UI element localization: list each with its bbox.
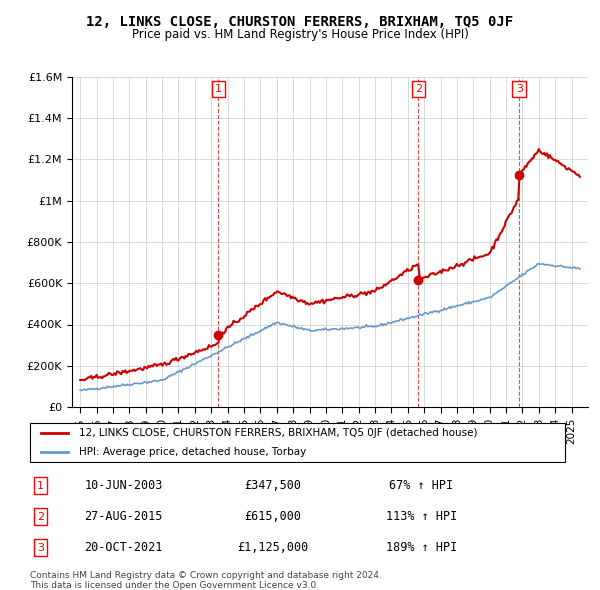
Text: 1: 1 <box>37 480 44 490</box>
Text: 27-AUG-2015: 27-AUG-2015 <box>84 510 163 523</box>
Text: 12, LINKS CLOSE, CHURSTON FERRERS, BRIXHAM, TQ5 0JF (detached house): 12, LINKS CLOSE, CHURSTON FERRERS, BRIXH… <box>79 428 478 438</box>
Text: 189% ↑ HPI: 189% ↑ HPI <box>386 541 457 554</box>
Text: £347,500: £347,500 <box>244 479 301 492</box>
Text: 2: 2 <box>415 84 422 94</box>
Text: Contains HM Land Registry data © Crown copyright and database right 2024.: Contains HM Land Registry data © Crown c… <box>30 571 382 580</box>
Text: This data is licensed under the Open Government Licence v3.0.: This data is licensed under the Open Gov… <box>30 581 319 589</box>
Text: HPI: Average price, detached house, Torbay: HPI: Average price, detached house, Torb… <box>79 447 307 457</box>
Text: Price paid vs. HM Land Registry's House Price Index (HPI): Price paid vs. HM Land Registry's House … <box>131 28 469 41</box>
Text: £1,125,000: £1,125,000 <box>237 541 308 554</box>
Text: 3: 3 <box>516 84 523 94</box>
Text: 113% ↑ HPI: 113% ↑ HPI <box>386 510 457 523</box>
Text: 67% ↑ HPI: 67% ↑ HPI <box>389 479 454 492</box>
Text: £615,000: £615,000 <box>244 510 301 523</box>
Text: 2: 2 <box>37 512 44 522</box>
Text: 10-JUN-2003: 10-JUN-2003 <box>84 479 163 492</box>
Text: 1: 1 <box>215 84 222 94</box>
Text: 12, LINKS CLOSE, CHURSTON FERRERS, BRIXHAM, TQ5 0JF: 12, LINKS CLOSE, CHURSTON FERRERS, BRIXH… <box>86 15 514 29</box>
Text: 20-OCT-2021: 20-OCT-2021 <box>84 541 163 554</box>
FancyBboxPatch shape <box>29 422 565 463</box>
Text: 3: 3 <box>37 543 44 553</box>
